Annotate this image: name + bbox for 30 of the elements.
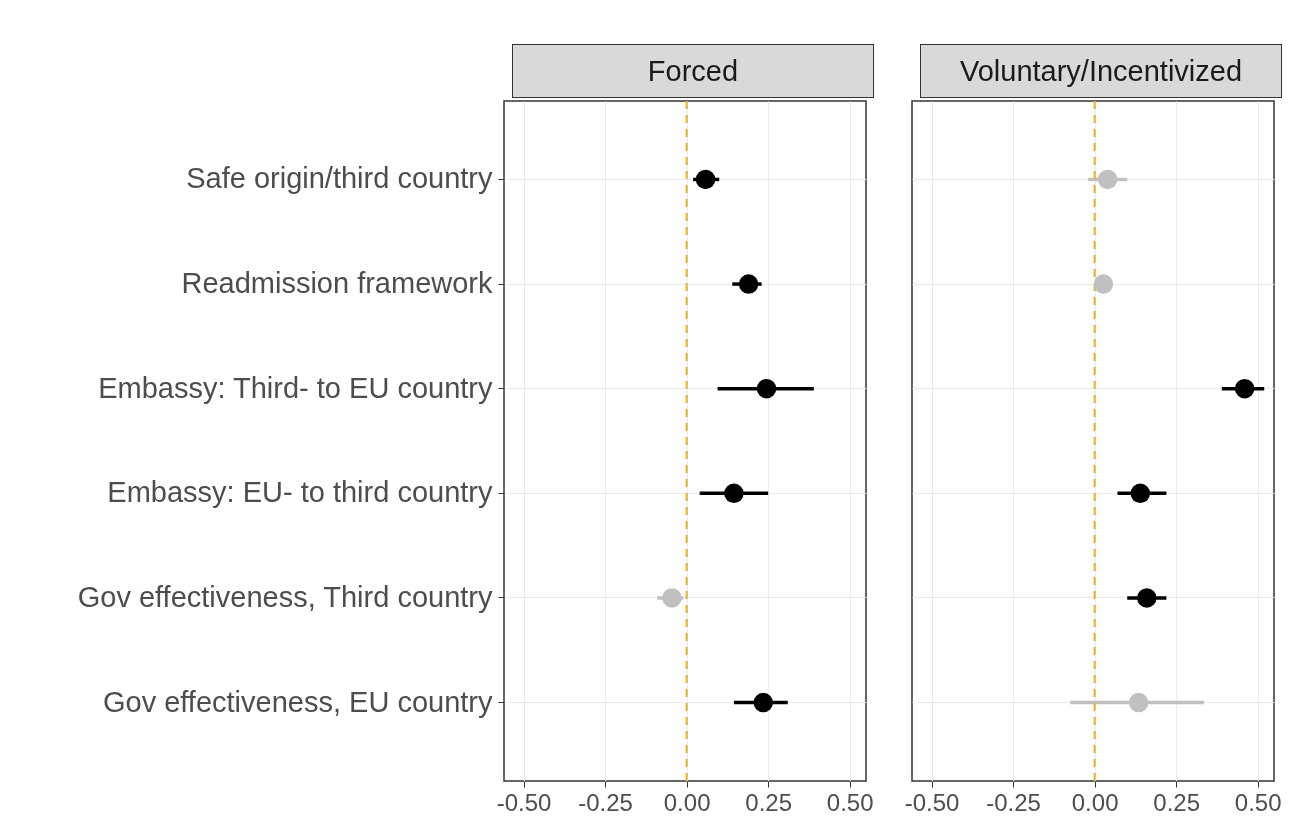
point <box>1128 692 1149 713</box>
y-tick-label: Gov effectiveness, Third country <box>77 580 493 613</box>
x-tick-label: 0.50 <box>826 788 874 816</box>
y-tick-label: Readmission framework <box>181 267 493 300</box>
point <box>1234 378 1255 399</box>
x-tick-label: 0.25 <box>1153 788 1201 816</box>
chart-title: Forced <box>512 44 874 98</box>
x-tick-label: -0.25 <box>986 788 1041 816</box>
x-tick-label: 0.00 <box>663 788 711 816</box>
point <box>724 483 744 504</box>
y-tick-label: Embassy: EU- to third country <box>107 476 493 509</box>
point <box>1130 483 1151 504</box>
y-tick-label: Safe origin/third country <box>186 162 493 195</box>
x-tick-label: -0.50 <box>496 788 552 816</box>
point <box>1137 588 1157 608</box>
point <box>695 169 716 190</box>
x-tick-label: -0.25 <box>578 788 633 816</box>
x-tick-label: 0.00 <box>1071 788 1119 816</box>
point <box>753 692 774 713</box>
x-tick-label: 0.25 <box>745 788 793 816</box>
point <box>1097 169 1118 190</box>
y-tick-label: Embassy: Third- to EU country <box>98 371 493 404</box>
point <box>756 378 777 399</box>
chart-title: Voluntary/Incentivized <box>920 44 1282 98</box>
point <box>662 588 682 608</box>
point <box>738 274 759 294</box>
point <box>1093 274 1114 294</box>
y-tick-label: Gov effectiveness, EU country <box>102 685 493 718</box>
x-tick-label: -0.50 <box>904 788 960 816</box>
x-tick-label: 0.50 <box>1234 788 1282 816</box>
